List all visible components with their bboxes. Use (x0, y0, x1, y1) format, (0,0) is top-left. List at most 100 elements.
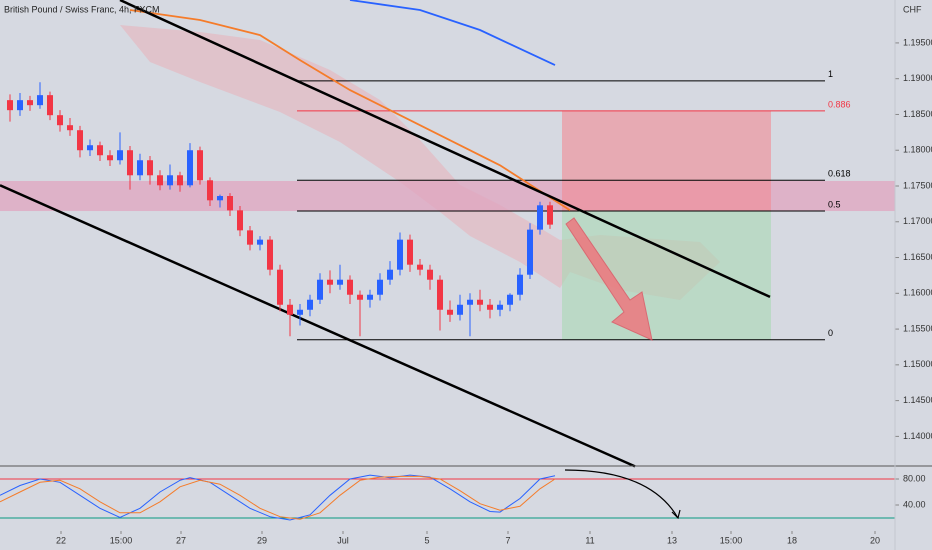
candle-body (337, 279, 343, 285)
x-tick-label: 18 (787, 535, 797, 545)
candle-body (307, 299, 313, 310)
candle-body (427, 269, 433, 280)
y-tick-label: 1.15500 (903, 323, 932, 333)
candle-body (207, 180, 213, 201)
candle-body (137, 160, 143, 176)
curve-arrow-head (671, 509, 681, 520)
candle-body (217, 196, 223, 201)
y-axis-label: CHF (903, 4, 922, 14)
y-tick-label: 1.14000 (903, 431, 932, 441)
x-tick-label: 27 (176, 535, 186, 545)
oscillator-line (0, 474, 556, 521)
candle-body (457, 304, 463, 315)
x-tick-label: 13 (667, 535, 677, 545)
oscillator-tick-label: 80.00 (903, 473, 926, 483)
candle-body (527, 229, 533, 275)
candle-body (27, 100, 33, 106)
candle-body (437, 279, 443, 310)
x-tick-label: Jul (337, 535, 349, 545)
curve-arrow (564, 469, 679, 519)
candle-body (537, 205, 543, 230)
candle-body (147, 160, 153, 176)
y-tick-label: 1.19000 (903, 73, 932, 83)
candle-body (297, 309, 303, 315)
candle-body (407, 239, 413, 265)
x-tick-label: 20 (870, 535, 880, 545)
trendline (119, 0, 771, 299)
y-tick-label: 1.18000 (903, 145, 932, 155)
candle-body (57, 115, 63, 126)
candle-body (467, 299, 473, 305)
fib-label: 0 (828, 328, 833, 338)
x-tick-label: 11 (585, 535, 594, 545)
candle-body (67, 125, 73, 131)
y-tick-label: 1.14500 (903, 395, 932, 405)
candle-body (377, 279, 383, 295)
candle-body (277, 269, 283, 305)
cloud (120, 25, 720, 300)
candle-body (417, 264, 423, 270)
trendline (0, 184, 636, 468)
candle-body (547, 205, 553, 225)
candle-body (267, 239, 273, 270)
x-tick-label: 22 (56, 535, 66, 545)
candle-body (87, 145, 93, 151)
candle-body (197, 150, 203, 181)
candle-body (367, 294, 373, 300)
candle-body (107, 155, 113, 161)
candle-body (37, 95, 43, 106)
candle-body (127, 150, 133, 176)
y-tick-label: 1.16500 (903, 252, 932, 262)
candle-body (7, 100, 13, 111)
x-tick-label: 15:00 (720, 535, 743, 545)
candle-body (47, 95, 53, 116)
oscillator-tick-label: 40.00 (903, 499, 926, 509)
candle-body (347, 279, 353, 295)
y-tick-label: 1.17500 (903, 180, 932, 190)
candle-body (387, 269, 393, 280)
candle-body (317, 279, 323, 300)
fib-label: 0.886 (828, 99, 851, 109)
stop-box (562, 110, 771, 212)
candle-body (247, 230, 253, 245)
y-tick-label: 1.17000 (903, 216, 932, 226)
candle-body (157, 175, 163, 186)
candle-body (17, 100, 23, 111)
fib-label: 0.618 (828, 169, 851, 179)
candle-body (97, 145, 103, 156)
projection-arrow (565, 217, 653, 341)
y-tick-label: 1.18500 (903, 109, 932, 119)
candle-body (287, 304, 293, 315)
y-tick-label: 1.15000 (903, 359, 932, 369)
candle-body (77, 130, 83, 151)
moving-average (349, 0, 556, 66)
target-box (562, 211, 771, 340)
x-tick-label: 15:00 (110, 535, 133, 545)
candle-body (117, 150, 123, 161)
x-tick-label: 29 (257, 535, 267, 545)
candle-body (257, 239, 263, 245)
candle-body (237, 210, 243, 231)
candle-body (517, 274, 523, 295)
fib-label: 0.5 (828, 199, 841, 209)
candle-body (397, 239, 403, 270)
candle-body (507, 294, 513, 305)
candle-body (497, 304, 503, 310)
y-tick-label: 1.19500 (903, 37, 932, 47)
candle-body (357, 294, 363, 300)
x-tick-label: 5 (424, 535, 429, 545)
x-tick-label: 7 (505, 535, 510, 545)
candle-body (327, 279, 333, 285)
chart-title: British Pound / Swiss Franc, 4h, FXCM (4, 4, 160, 14)
candle-body (487, 304, 493, 310)
y-tick-label: 1.16000 (903, 288, 932, 298)
candle-body (227, 196, 233, 211)
candle-body (167, 175, 173, 186)
fib-label: 1 (828, 69, 833, 79)
candle-body (447, 309, 453, 315)
candle-body (477, 299, 483, 305)
candle-body (177, 175, 183, 186)
